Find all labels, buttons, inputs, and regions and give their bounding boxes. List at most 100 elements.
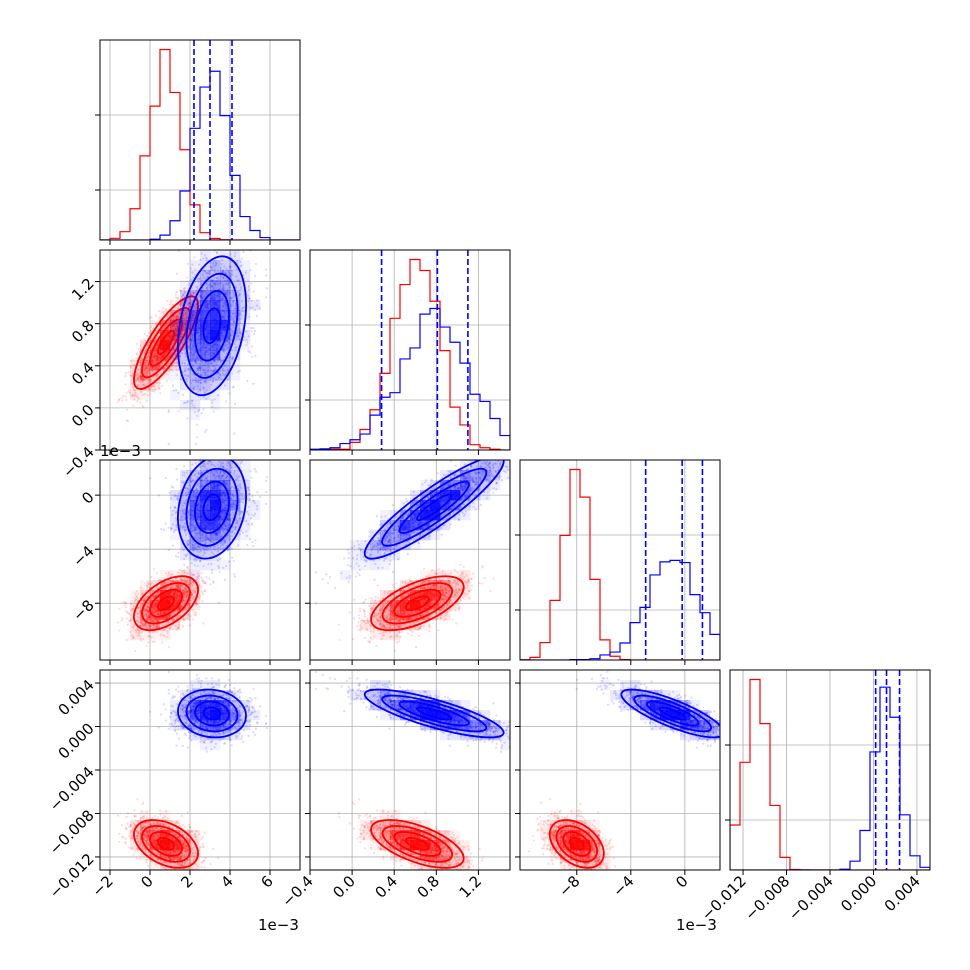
scatter-point [165,315,169,318]
scatter-point [137,368,140,371]
scatter-point [177,311,181,314]
scatter-point [175,272,179,275]
scatter-point [147,387,150,390]
scatter-point [121,399,124,402]
scatter-point [136,374,140,377]
scatter-point [163,366,167,369]
scatter-point [139,390,143,393]
scatter-point [212,410,215,413]
scatter-point [169,368,172,371]
diag-panel-2 [520,460,720,660]
scatter-point [191,291,194,294]
scatter-point [140,376,143,379]
scatter-point [136,372,139,375]
scatter-point [254,262,258,266]
scatter-point [175,373,178,377]
scatter-point [232,559,235,562]
scatter-point [156,343,159,346]
scatter-point [135,395,139,398]
scatter-point [145,644,148,648]
scatter-point [145,367,149,370]
scatter-point [251,345,254,348]
scatter-point [210,241,212,243]
density-cell [190,260,201,271]
scatter-point [189,302,192,305]
scatter-point [174,313,177,317]
y-tick-label: 0.8 [68,317,98,347]
scatter-point [120,396,123,400]
scatter-point [131,395,134,398]
scatter-point [167,313,171,316]
scatter-point [167,362,170,365]
scatter-point [172,341,175,344]
scatter-point [139,376,142,379]
scatter-point [125,419,128,422]
scatter-point [147,364,150,367]
scatter-point [165,373,168,376]
scatter-point [188,297,191,300]
scatter-point [145,359,148,362]
scatter-point [172,317,176,320]
scatter-point [158,386,161,390]
scatter-point [200,296,203,299]
scatter-point [146,371,149,375]
scatter-point [135,352,139,355]
scatter-point [177,306,180,309]
scatter-point [195,436,199,439]
scatter-point [208,577,211,580]
scatter-point [187,311,190,314]
scatter-point [195,423,198,426]
density-cell [240,260,251,271]
scatter-point [145,359,149,362]
scatter-point [222,231,224,233]
scatter-point [189,301,192,304]
scatter-point [173,339,176,342]
scatter-point [185,310,188,314]
scatter-point [188,306,191,309]
scatter-point [254,470,258,473]
scatter-point [138,361,141,364]
scatter-point [172,316,176,319]
scatter-point [126,408,129,411]
diag-panel-0 [100,40,300,240]
scatter-point [154,338,157,341]
scatter-point [140,384,143,387]
density-cell [130,590,141,601]
scatter-point [203,290,206,293]
scatter-point [134,649,137,653]
scatter-point [120,619,123,622]
scatter-point [143,369,146,372]
scatter-point [141,404,144,407]
scatter-point [184,309,187,312]
scatter-point [127,390,131,394]
scatter-point [250,330,253,333]
density-cell [150,630,161,641]
scatter-point [171,384,175,387]
scatter-point [146,372,149,375]
scatter-point [224,400,228,403]
scatter-point [122,394,125,398]
scatter-point [264,479,268,482]
panel-1-0 [100,231,300,450]
scatter-point [150,385,153,388]
scatter-point [186,417,189,420]
scatter-point [175,361,179,364]
scatter-point [136,379,139,382]
scatter-point [147,364,150,367]
scatter-point [159,392,162,395]
scatter-point [150,379,153,382]
scatter-point [155,322,158,325]
scatter-point [186,297,189,300]
scatter-point [157,316,161,319]
scatter-point [141,378,144,381]
histogram-step-series-0 [310,258,510,450]
scatter-point [147,641,150,644]
scatter-point [136,377,139,380]
scatter-point [148,316,152,319]
scatter-point [174,352,178,355]
scatter-point [155,374,159,377]
density-cell [170,310,181,321]
scatter-point [129,374,132,377]
scatter-point [167,369,170,372]
scatter-point [181,314,185,317]
